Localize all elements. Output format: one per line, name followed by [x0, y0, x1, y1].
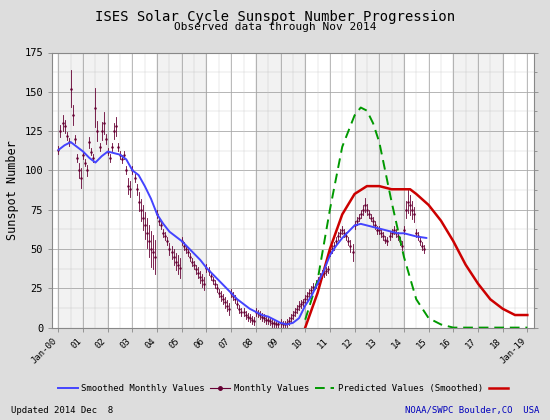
Text: Observed data through Nov 2014: Observed data through Nov 2014: [174, 22, 376, 32]
Text: Updated 2014 Dec  8: Updated 2014 Dec 8: [11, 406, 113, 415]
Text: ISES Solar Cycle Sunspot Number Progression: ISES Solar Cycle Sunspot Number Progress…: [95, 10, 455, 24]
Bar: [453, 52, 503, 328]
Bar: [256, 52, 305, 328]
Text: NOAA/SWPC Boulder,CO  USA: NOAA/SWPC Boulder,CO USA: [405, 406, 539, 415]
Bar: [355, 52, 404, 328]
Bar: [58, 52, 108, 328]
Bar: [157, 52, 206, 328]
Legend: Smoothed Monthly Values, Monthly Values, Predicted Values (Smoothed), : Smoothed Monthly Values, Monthly Values,…: [54, 380, 516, 396]
Y-axis label: Sunspot Number: Sunspot Number: [6, 140, 19, 240]
